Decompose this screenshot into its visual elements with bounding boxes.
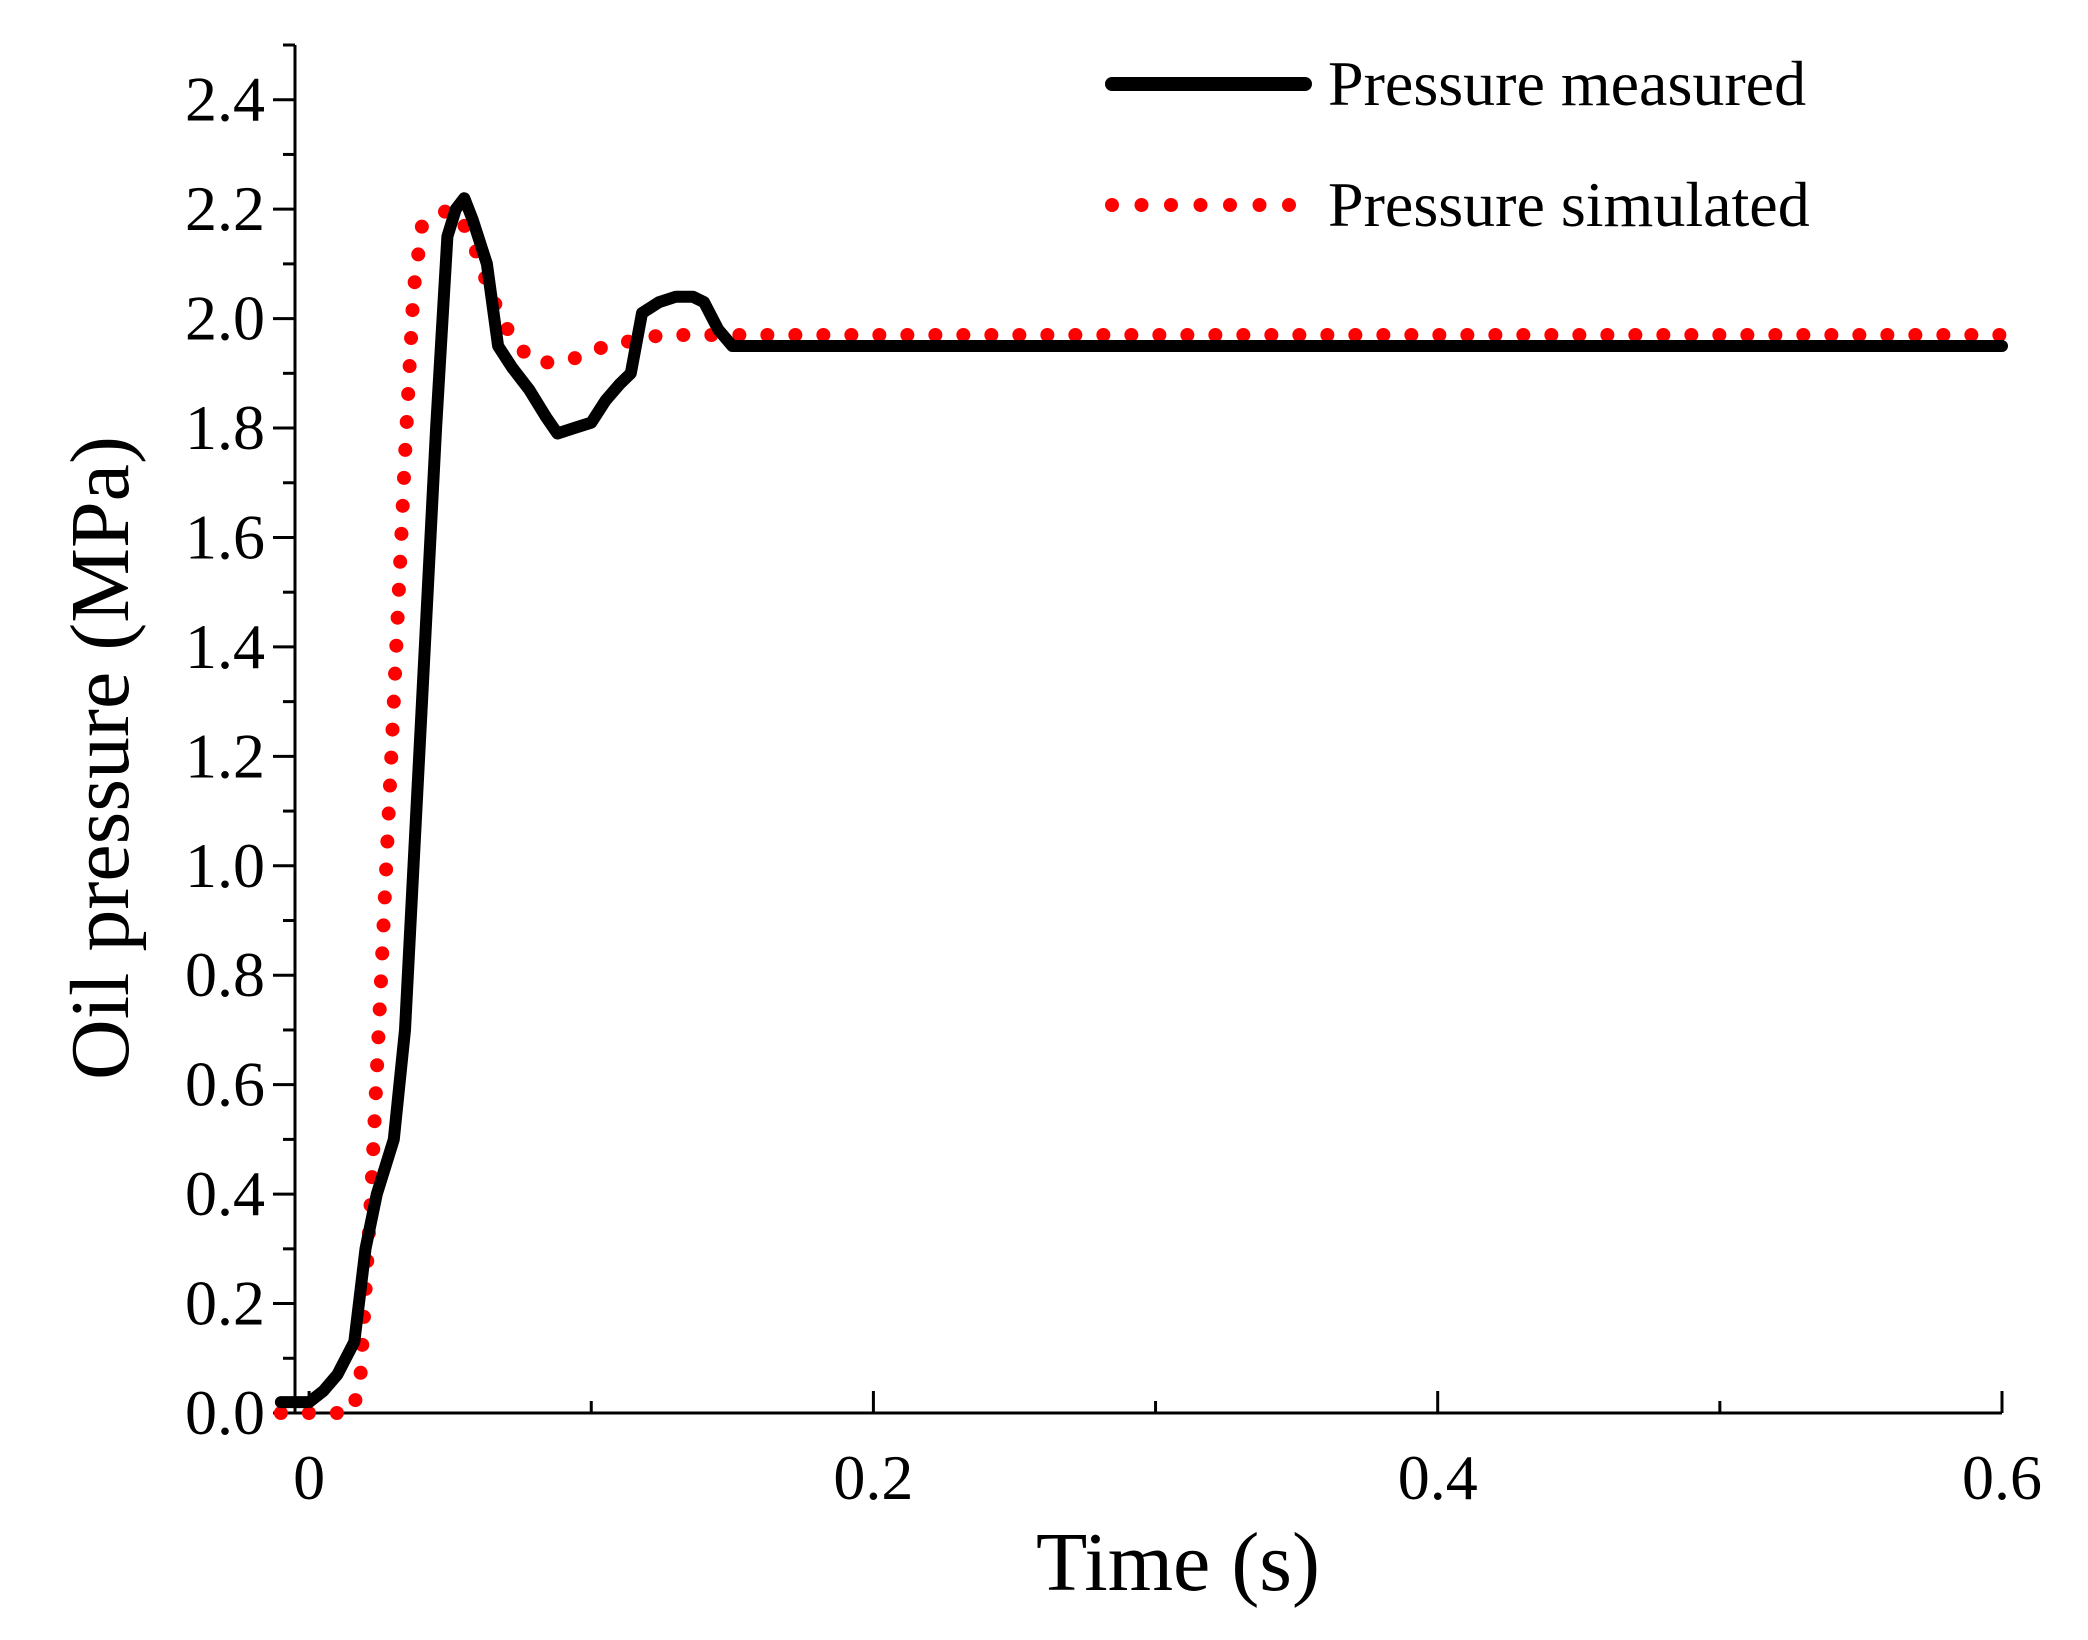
legend-label-pressure-measured: Pressure measured [1328,48,1806,119]
y-tick-label: 0.0 [185,1377,265,1448]
y-tick-label: 0.6 [185,1049,265,1120]
y-tick-label: 0.4 [185,1158,265,1229]
y-tick-label: 2.4 [185,64,265,135]
x-tick-label: 0.6 [1962,1442,2042,1513]
series-line-pressure-measured [274,192,2008,1409]
x-tick-label: 0 [293,1442,325,1513]
y-tick-label: 2.2 [185,173,265,244]
y-tick-label: 1.6 [185,501,265,572]
y-tick-label: 1.4 [185,611,265,682]
y-tick-label: 1.0 [185,830,265,901]
y-tick-label: 0.8 [185,939,265,1010]
y-tick-label: 1.8 [185,392,265,463]
y-axis-title: Oil pressure (MPa) [54,436,147,1080]
x-axis-title: Time (s) [1036,1516,1320,1609]
legend-label-pressure-simulated: Pressure simulated [1328,169,1810,240]
y-tick-label: 1.2 [185,720,265,791]
y-tick-label: 2.0 [185,283,265,354]
legend: Pressure measured Pressure simulated [1105,48,1810,240]
y-tick-label: 0.2 [185,1268,265,1339]
series-area [273,192,2009,1420]
series-line-pressure-simulated [273,202,2009,1420]
x-tick-label: 0.4 [1398,1442,1478,1513]
axes: 0.0 0.2 0.4 0.6 0.8 1.0 1.2 1.4 1.6 1.8 2.0 2.2 2.4 0… [185,43,2042,1513]
x-tick-label: 0.2 [833,1442,913,1513]
